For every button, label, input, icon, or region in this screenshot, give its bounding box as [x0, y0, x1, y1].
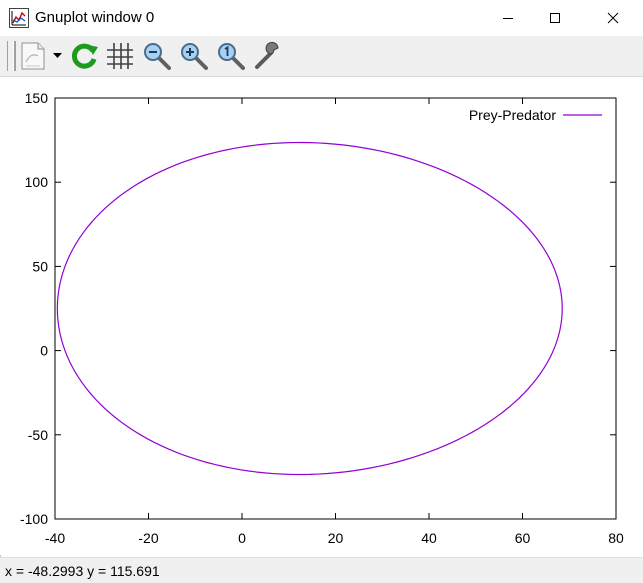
minimize-button[interactable]: [485, 0, 531, 36]
plot-svg: -40 -20 0 20 40 60 80 -100 -50 0 50 100 150 Prey-Pred…: [20, 90, 624, 546]
toolbar: [0, 36, 643, 77]
plot-canvas[interactable]: -40 -20 0 20 40 60 80 -100 -50 0 50 100 150 Prey-Pred…: [0, 77, 643, 555]
grid-icon: [107, 43, 133, 69]
options-button[interactable]: [251, 39, 285, 73]
series-curve-prey-predator: [56, 141, 563, 476]
copy-to-clipboard-button[interactable]: [16, 39, 50, 73]
close-icon: [607, 12, 619, 24]
x-tick-label: 20: [328, 530, 344, 546]
x-tick-label: -20: [138, 530, 158, 546]
maximize-button[interactable]: [532, 0, 578, 36]
mouse-coordinates: x = -48.2993 y = 115.691: [5, 563, 160, 579]
zoom-in-icon: [181, 43, 208, 70]
zoom-reset-button[interactable]: [214, 39, 248, 73]
zoom-reset-icon: [218, 43, 245, 70]
x-tick-label: 60: [515, 530, 531, 546]
gnuplot-app-icon: [9, 8, 29, 28]
zoom-out-icon: [144, 43, 171, 70]
maximize-icon: [550, 13, 560, 23]
plot-border: [54, 97, 617, 520]
replot-button[interactable]: [67, 39, 101, 73]
y-tick-label: -100: [20, 511, 48, 527]
status-bar: x = -48.2993 y = 115.691: [0, 557, 643, 583]
y-tick-label: 150: [25, 90, 49, 106]
copy-dropdown-button[interactable]: [51, 39, 63, 73]
x-tick-label: 80: [608, 530, 624, 546]
grid-button[interactable]: [103, 39, 137, 73]
x-tick-label: -40: [45, 530, 65, 546]
close-button[interactable]: [590, 0, 636, 36]
zoom-in-button[interactable]: [177, 39, 211, 73]
y-tick-label: -50: [28, 427, 48, 443]
window-title: Gnuplot window 0: [35, 9, 155, 26]
copy-to-clipboard-icon: [21, 42, 45, 70]
replot-icon: [71, 43, 98, 69]
y-tick-label: 100: [25, 174, 49, 190]
minimize-icon: [503, 18, 513, 19]
y-tick-label: 50: [32, 258, 48, 274]
toolbar-grip[interactable]: [7, 41, 14, 71]
y-tick-label: 0: [40, 343, 48, 359]
dropdown-arrow-icon: [52, 53, 62, 58]
title-bar[interactable]: Gnuplot window 0: [0, 0, 643, 36]
options-icon: [255, 41, 279, 69]
legend-label: Prey-Predator: [469, 107, 556, 123]
zoom-out-button[interactable]: [140, 39, 174, 73]
x-tick-label: 40: [421, 530, 437, 546]
x-tick-label: 0: [238, 530, 246, 546]
